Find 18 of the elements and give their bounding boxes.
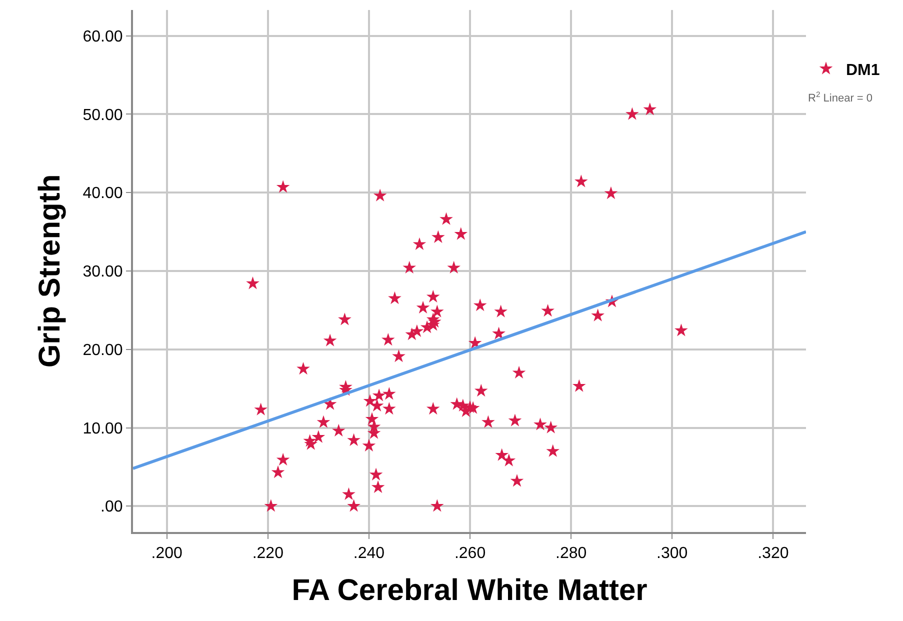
x-axis-title: FA Cerebral White Matter bbox=[292, 574, 648, 608]
y-tick-label: .00 bbox=[100, 498, 123, 516]
y-tick-label: 20.00 bbox=[82, 342, 123, 359]
y-axis-title: Grip Strength bbox=[33, 174, 66, 368]
x-tick-label: .200 bbox=[151, 545, 183, 562]
x-tick-label: .260 bbox=[454, 545, 486, 562]
y-tick-label: 50.00 bbox=[82, 106, 123, 124]
text: R$^{2}$ Linear = 0 bbox=[808, 90, 873, 105]
y-tick-label: 30.00 bbox=[82, 264, 123, 281]
y-tick-label: 10.00 bbox=[82, 420, 123, 438]
y-tick-label: 40.00 bbox=[82, 185, 123, 202]
legend-label: DM1 bbox=[846, 62, 880, 79]
x-tick-label: .240 bbox=[353, 545, 385, 562]
x-tick-label: .320 bbox=[758, 545, 789, 562]
y-tick-label: 60.00 bbox=[82, 28, 123, 46]
x-tick-label: .300 bbox=[656, 545, 688, 562]
x-tick-label: .220 bbox=[252, 545, 284, 562]
x-tick-label: .280 bbox=[555, 545, 587, 562]
